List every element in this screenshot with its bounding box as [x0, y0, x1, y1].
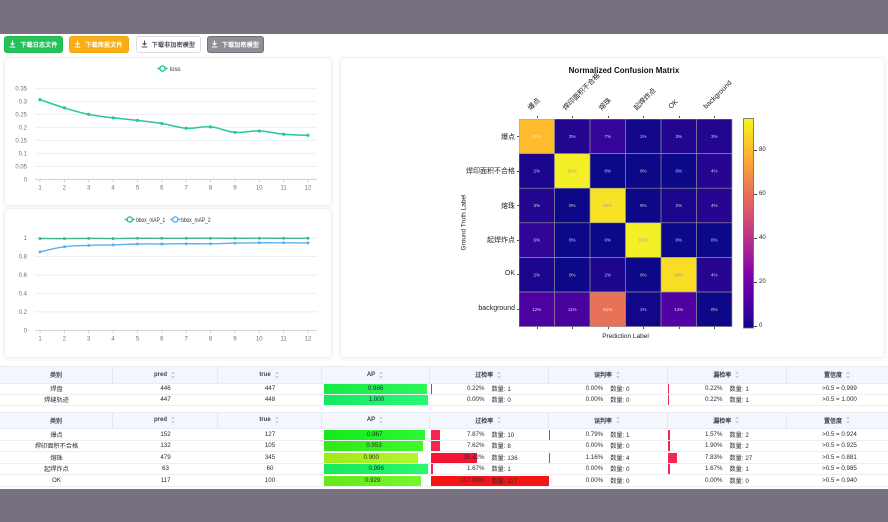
svg-text:4: 4 [111, 336, 115, 342]
svg-text:1: 1 [38, 336, 42, 342]
svg-text:2%: 2% [605, 272, 612, 277]
svg-text:11: 11 [280, 185, 287, 191]
svg-text:0%: 0% [640, 203, 647, 208]
svg-text:7: 7 [185, 185, 189, 191]
svg-text:2: 2 [63, 336, 67, 342]
svg-text:0.2: 0.2 [19, 310, 28, 316]
svg-text:3%: 3% [676, 134, 683, 139]
svg-text:1: 1 [24, 236, 28, 242]
svg-text:11: 11 [280, 336, 287, 342]
svg-text:0: 0 [24, 328, 28, 334]
svg-text:5: 5 [136, 185, 140, 191]
svg-text:0%: 0% [640, 272, 647, 277]
svg-text:8: 8 [209, 336, 213, 342]
svg-text:7: 7 [185, 336, 189, 342]
svg-text:7%: 7% [605, 134, 612, 139]
svg-text:9: 9 [233, 336, 237, 342]
svg-text:11%: 11% [568, 307, 577, 312]
svg-text:9: 9 [233, 185, 237, 191]
svg-text:0%: 0% [605, 168, 612, 173]
svg-text:1%: 1% [640, 134, 647, 139]
svg-text:2%: 2% [534, 168, 541, 173]
svg-text:0.8: 0.8 [19, 255, 28, 261]
svg-text:93%: 93% [568, 168, 577, 173]
svg-text:4%: 4% [711, 203, 718, 208]
svg-text:0.2: 0.2 [19, 125, 28, 131]
svg-text:0%: 0% [605, 237, 612, 242]
svg-text:loss: loss [170, 66, 181, 73]
svg-text:0.05: 0.05 [15, 164, 27, 170]
svg-text:0.4: 0.4 [19, 291, 28, 297]
svg-text:4%: 4% [711, 168, 718, 173]
svg-text:0%: 0% [569, 203, 576, 208]
svg-text:0.3: 0.3 [19, 99, 28, 105]
svg-text:3%: 3% [534, 203, 541, 208]
svg-text:13%: 13% [674, 307, 683, 312]
svg-text:2%: 2% [676, 203, 683, 208]
svg-text:89%: 89% [674, 272, 683, 277]
svg-text:bbox_mAP_1: bbox_mAP_1 [136, 217, 165, 224]
svg-text:4: 4 [111, 185, 115, 191]
svg-text:81%: 81% [532, 134, 541, 139]
svg-text:93%: 93% [639, 237, 648, 242]
svg-text:3: 3 [87, 185, 91, 191]
svg-text:2: 2 [63, 185, 67, 191]
svg-text:0%: 0% [569, 272, 576, 277]
svg-text:6: 6 [160, 336, 164, 342]
svg-text:1%: 1% [640, 307, 647, 312]
svg-text:90%: 90% [603, 203, 612, 208]
svg-text:0.15: 0.15 [15, 138, 27, 144]
svg-text:0.25: 0.25 [15, 112, 27, 118]
svg-text:61%: 61% [603, 307, 612, 312]
svg-text:12: 12 [305, 336, 312, 342]
svg-text:3%: 3% [711, 134, 718, 139]
svg-text:0.35: 0.35 [15, 86, 27, 92]
svg-text:6: 6 [160, 185, 164, 191]
svg-text:0: 0 [24, 177, 28, 183]
svg-text:3%: 3% [569, 134, 576, 139]
svg-text:0%: 0% [676, 168, 683, 173]
svg-text:0.6: 0.6 [19, 273, 28, 279]
svg-text:12%: 12% [532, 307, 541, 312]
svg-text:10: 10 [256, 185, 263, 191]
svg-text:0.1: 0.1 [19, 151, 28, 157]
svg-text:2%: 2% [534, 272, 541, 277]
svg-text:8: 8 [209, 185, 213, 191]
svg-text:0%: 0% [569, 237, 576, 242]
svg-text:0%: 0% [711, 307, 718, 312]
svg-text:4%: 4% [711, 272, 718, 277]
svg-text:10: 10 [256, 336, 263, 342]
svg-text:6%: 6% [534, 237, 541, 242]
svg-text:0%: 0% [711, 237, 718, 242]
svg-text:5: 5 [136, 336, 140, 342]
svg-text:12: 12 [305, 185, 312, 191]
svg-text:0%: 0% [640, 168, 647, 173]
svg-text:bbox_mAP_2: bbox_mAP_2 [181, 217, 211, 224]
svg-text:0%: 0% [676, 237, 683, 242]
svg-text:3: 3 [87, 336, 91, 342]
svg-text:1: 1 [38, 185, 42, 191]
